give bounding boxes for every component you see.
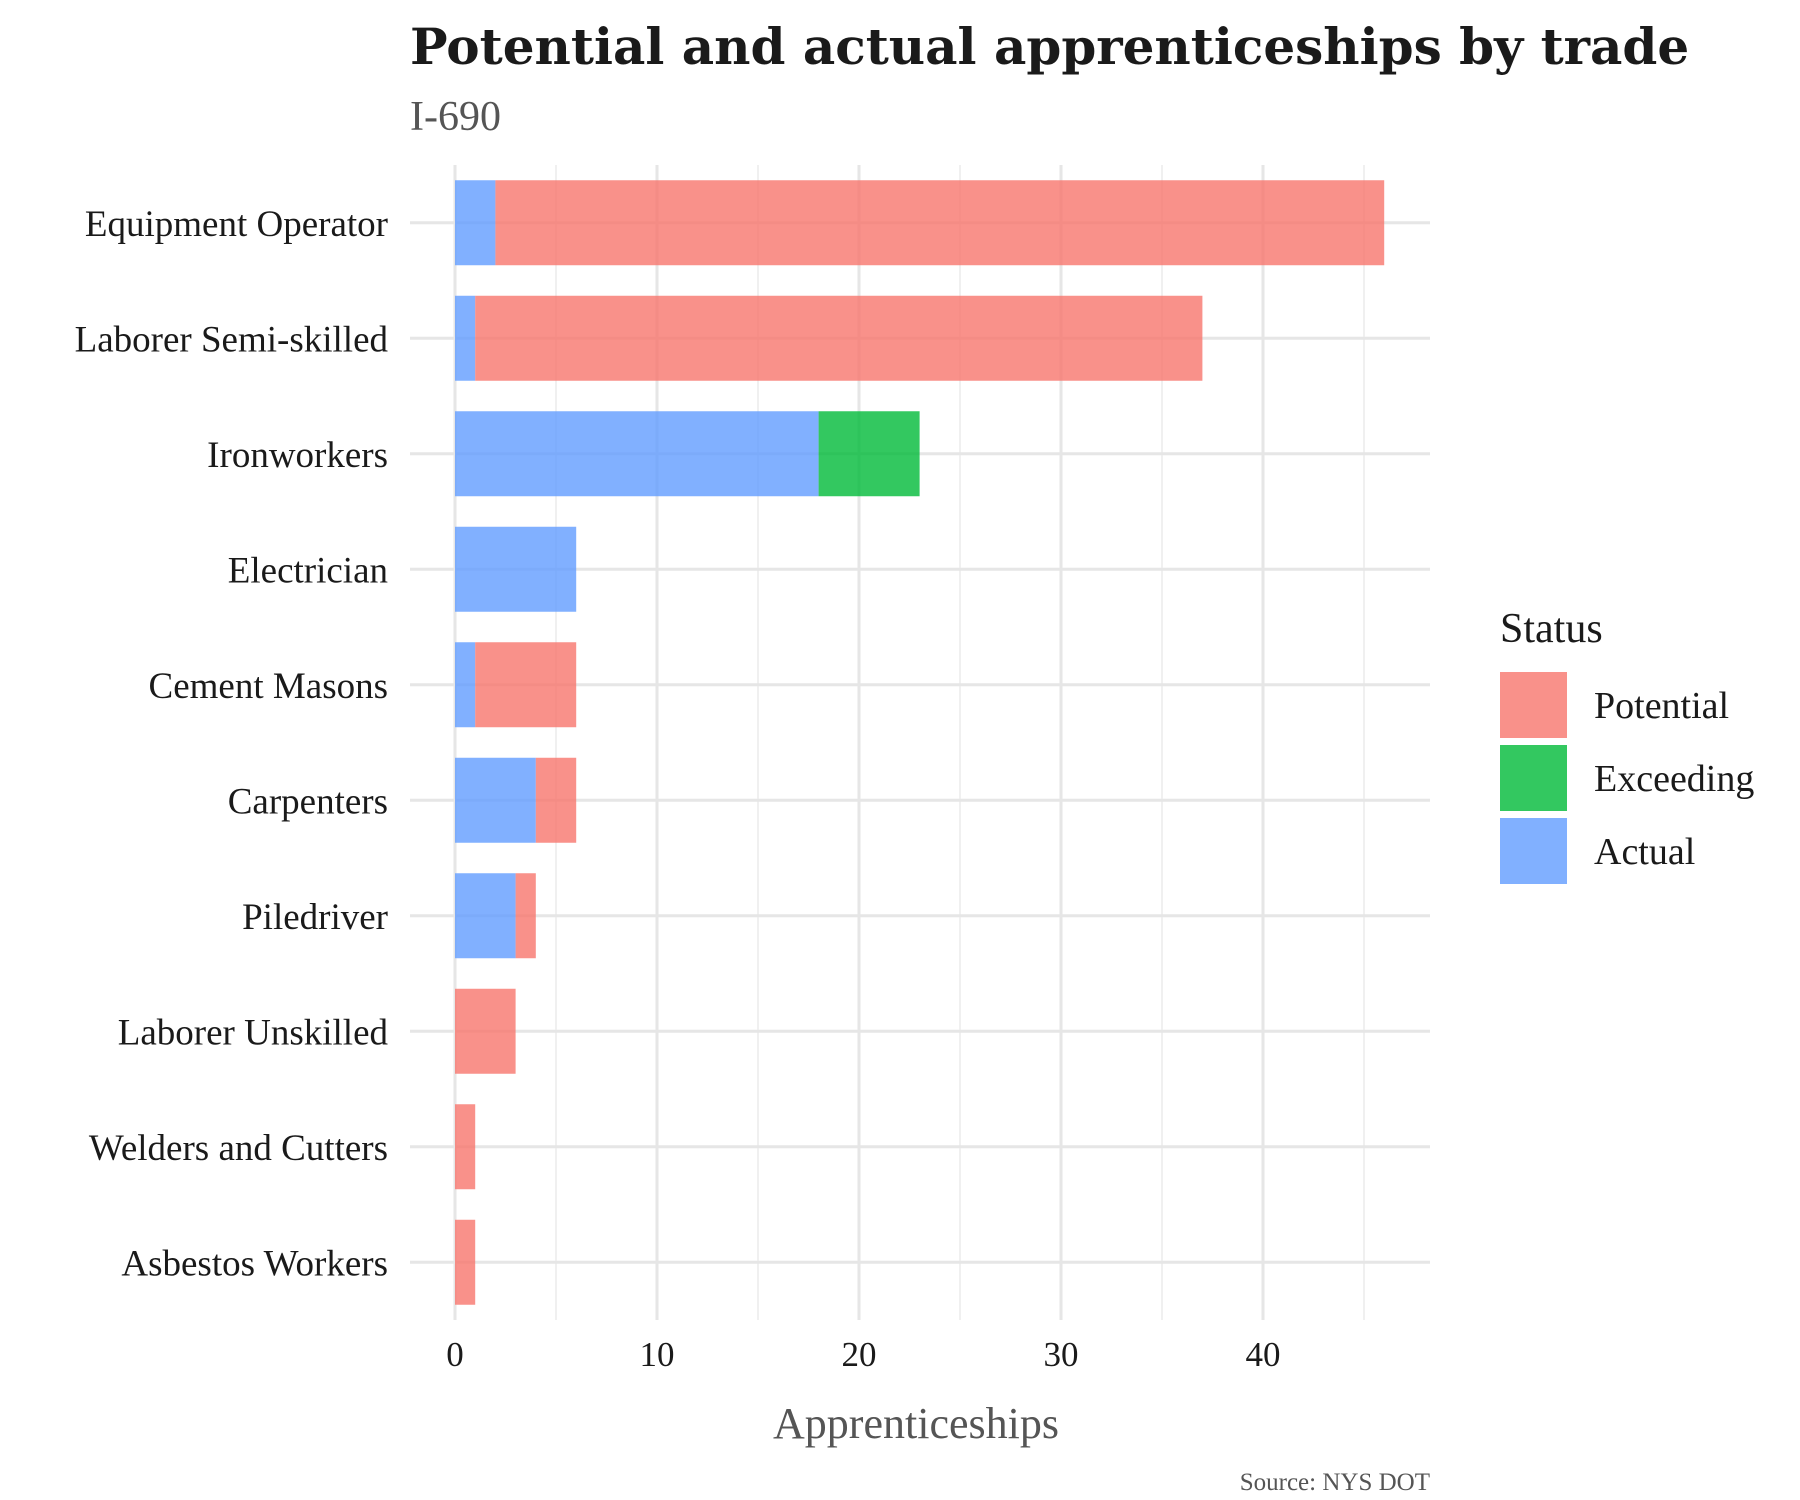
category-label: Ironworkers [207, 435, 388, 476]
bar-potential [535, 757, 577, 843]
bar-actual [455, 757, 536, 843]
category-label: Welders and Cutters [89, 1128, 388, 1169]
x-tick-label: 40 [1246, 1335, 1281, 1374]
category-label: Piledriver [242, 897, 388, 938]
bar-potential [495, 180, 1385, 266]
legend-label: Exceeding [1594, 758, 1754, 800]
bar-actual [455, 180, 496, 266]
caption: Source: NYS DOT [1240, 1469, 1430, 1496]
category-label: Asbestos Workers [121, 1243, 388, 1284]
bar-actual [455, 873, 516, 959]
legend-title: Status [1500, 606, 1603, 652]
category-label: Equipment Operator [85, 204, 388, 245]
bar-potential [475, 642, 577, 728]
x-tick-label: 30 [1044, 1335, 1079, 1374]
bars [455, 180, 1385, 1305]
legend-label: Actual [1594, 831, 1695, 873]
x-tick-label: 10 [640, 1335, 675, 1374]
category-labels: Equipment Operator Laborer Semi-skilled Ir… [75, 204, 389, 1285]
chart-title: Potential and actual apprenticeships by … [410, 17, 1689, 76]
bar-potential [475, 295, 1203, 381]
bar-potential [515, 873, 536, 959]
bar-potential [455, 1219, 476, 1305]
bar-potential [455, 988, 516, 1074]
x-tick-label: 0 [446, 1335, 464, 1374]
x-tick-labels: 0 10 20 30 40 [446, 1335, 1280, 1374]
legend-label: Potential [1594, 685, 1729, 727]
bar-actual [455, 642, 476, 728]
x-axis-title: Apprenticeships [773, 1399, 1059, 1448]
bar-actual [455, 526, 577, 612]
x-tick-label: 20 [842, 1335, 877, 1374]
category-label: Carpenters [228, 781, 388, 822]
legend-swatch [1500, 672, 1567, 738]
bar-potential [455, 1104, 476, 1190]
bar-actual [455, 411, 819, 497]
legend-swatch [1500, 745, 1567, 811]
category-label: Laborer Unskilled [118, 1012, 389, 1053]
category-label: Cement Masons [149, 666, 388, 707]
legend-swatch [1500, 818, 1567, 884]
bar-exceeding [818, 411, 920, 497]
legend: Status Potential Exceeding Actual [1500, 606, 1754, 884]
chart-subtitle: I-690 [410, 94, 501, 140]
bar-actual [455, 295, 476, 381]
category-label: Laborer Semi-skilled [75, 319, 389, 360]
category-label: Electrician [228, 550, 388, 591]
